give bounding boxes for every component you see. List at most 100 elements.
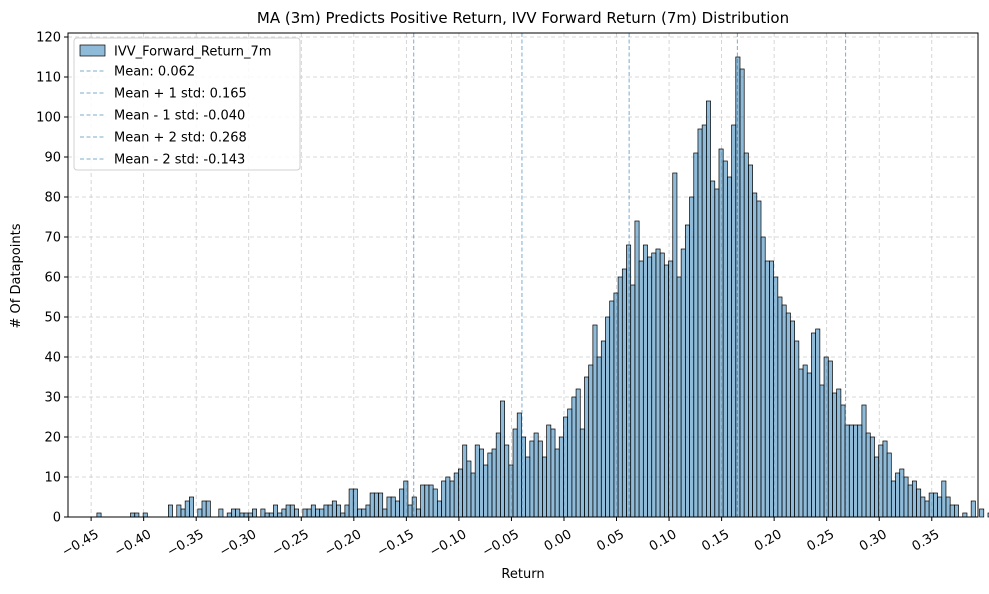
histogram-bar [727,176,732,518]
histogram-bar [348,488,354,518]
histogram-bar [483,464,489,518]
histogram-bar [642,244,648,518]
histogram-bar [474,444,480,518]
plot-frame [67,32,979,518]
histogram-bar [878,444,884,518]
histogram-bar [365,504,371,518]
histogram-bar [790,320,795,518]
histogram-bar [424,484,430,518]
histogram-bar [357,508,363,518]
histogram-bar [626,244,632,518]
histogram-bar [567,408,573,518]
histogram-bar [979,508,985,518]
histogram-bar [470,472,476,518]
histogram-bar [403,480,409,518]
histogram-bar [722,160,728,518]
histogram-bar [773,276,779,518]
y-tick-label: 0 [53,511,61,526]
histogram-bar [336,504,342,518]
histogram-bar [479,448,484,518]
histogram-bar [378,492,384,518]
histogram-bar [344,504,350,518]
y-tick-label: 30 [44,391,61,406]
histogram-bar [168,504,173,518]
histogram-bar [294,508,300,518]
histogram-bar [970,500,976,518]
histogram-bar [857,424,863,518]
legend-label: Mean - 1 std: -0.040 [114,109,245,124]
histogram-bar [756,200,762,518]
histogram-bar [701,124,707,518]
histogram-bar [794,340,800,518]
histogram-bar [432,488,438,518]
histogram-bar [487,452,493,518]
histogram-bar [764,260,770,518]
histogram-bar [609,300,615,518]
histogram-bar [613,292,619,518]
histogram-bar [781,304,787,518]
histogram-bar [621,268,627,518]
histogram-bar [592,324,598,518]
legend-label: Mean: 0.062 [114,65,195,80]
histogram-bar [315,508,321,518]
histogram-bar [458,468,463,518]
histogram-bar [743,152,749,518]
histogram-bar [638,260,644,518]
histogram-bar [798,368,804,518]
histogram-bar [575,388,581,518]
histogram-bar [445,476,451,518]
histogram-bar [466,460,472,518]
histogram-bar [437,500,442,518]
histogram-bar [512,428,518,518]
histogram-bar [96,512,102,518]
histogram-bar [306,508,312,518]
histogram-bar [504,444,510,518]
histogram-bar [596,356,602,518]
histogram-bar [865,432,871,518]
legend-box [73,37,301,171]
histogram-bar [655,248,661,518]
histogram-bar [651,252,657,518]
histogram-bar [811,332,817,518]
histogram-bar [525,456,531,518]
histogram-bar [588,364,594,518]
histogram-bar [273,504,278,518]
histogram-bar [205,500,211,518]
histogram-bar [886,452,892,518]
histogram-bar [735,56,741,518]
histogram-bar [407,504,413,518]
histogram-bar [752,192,758,518]
histogram-bar [231,508,236,518]
histogram-bar [630,284,636,518]
histogram-bar [571,396,577,518]
legend-swatch-histogram [79,44,106,57]
y-tick-label: 120 [36,31,61,46]
histogram-bar [785,312,791,518]
histogram-bar [941,480,947,518]
histogram-bar [861,404,867,518]
histogram-bar [373,492,379,518]
histogram-bar [890,480,896,518]
histogram-bar [819,384,825,518]
histogram-bar [285,504,291,518]
y-tick-label: 40 [44,351,61,366]
y-tick-label: 80 [44,191,61,206]
histogram-bar [184,500,190,518]
histogram-bar [550,428,556,518]
histogram-bar [706,100,711,518]
histogram-bar [962,512,968,518]
histogram-bar [558,436,564,518]
histogram-bar [189,496,194,518]
histogram-bar [924,500,930,518]
histogram-bar [714,188,720,518]
histogram-bar [500,400,505,518]
histogram-bar [911,480,917,518]
histogram-bar [142,512,148,518]
histogram-bar [907,484,913,518]
histogram-bar [710,180,716,518]
histogram-bar [277,512,283,518]
histogram-bar [537,440,543,518]
histogram-bar [180,508,186,518]
histogram-bar [197,508,203,518]
